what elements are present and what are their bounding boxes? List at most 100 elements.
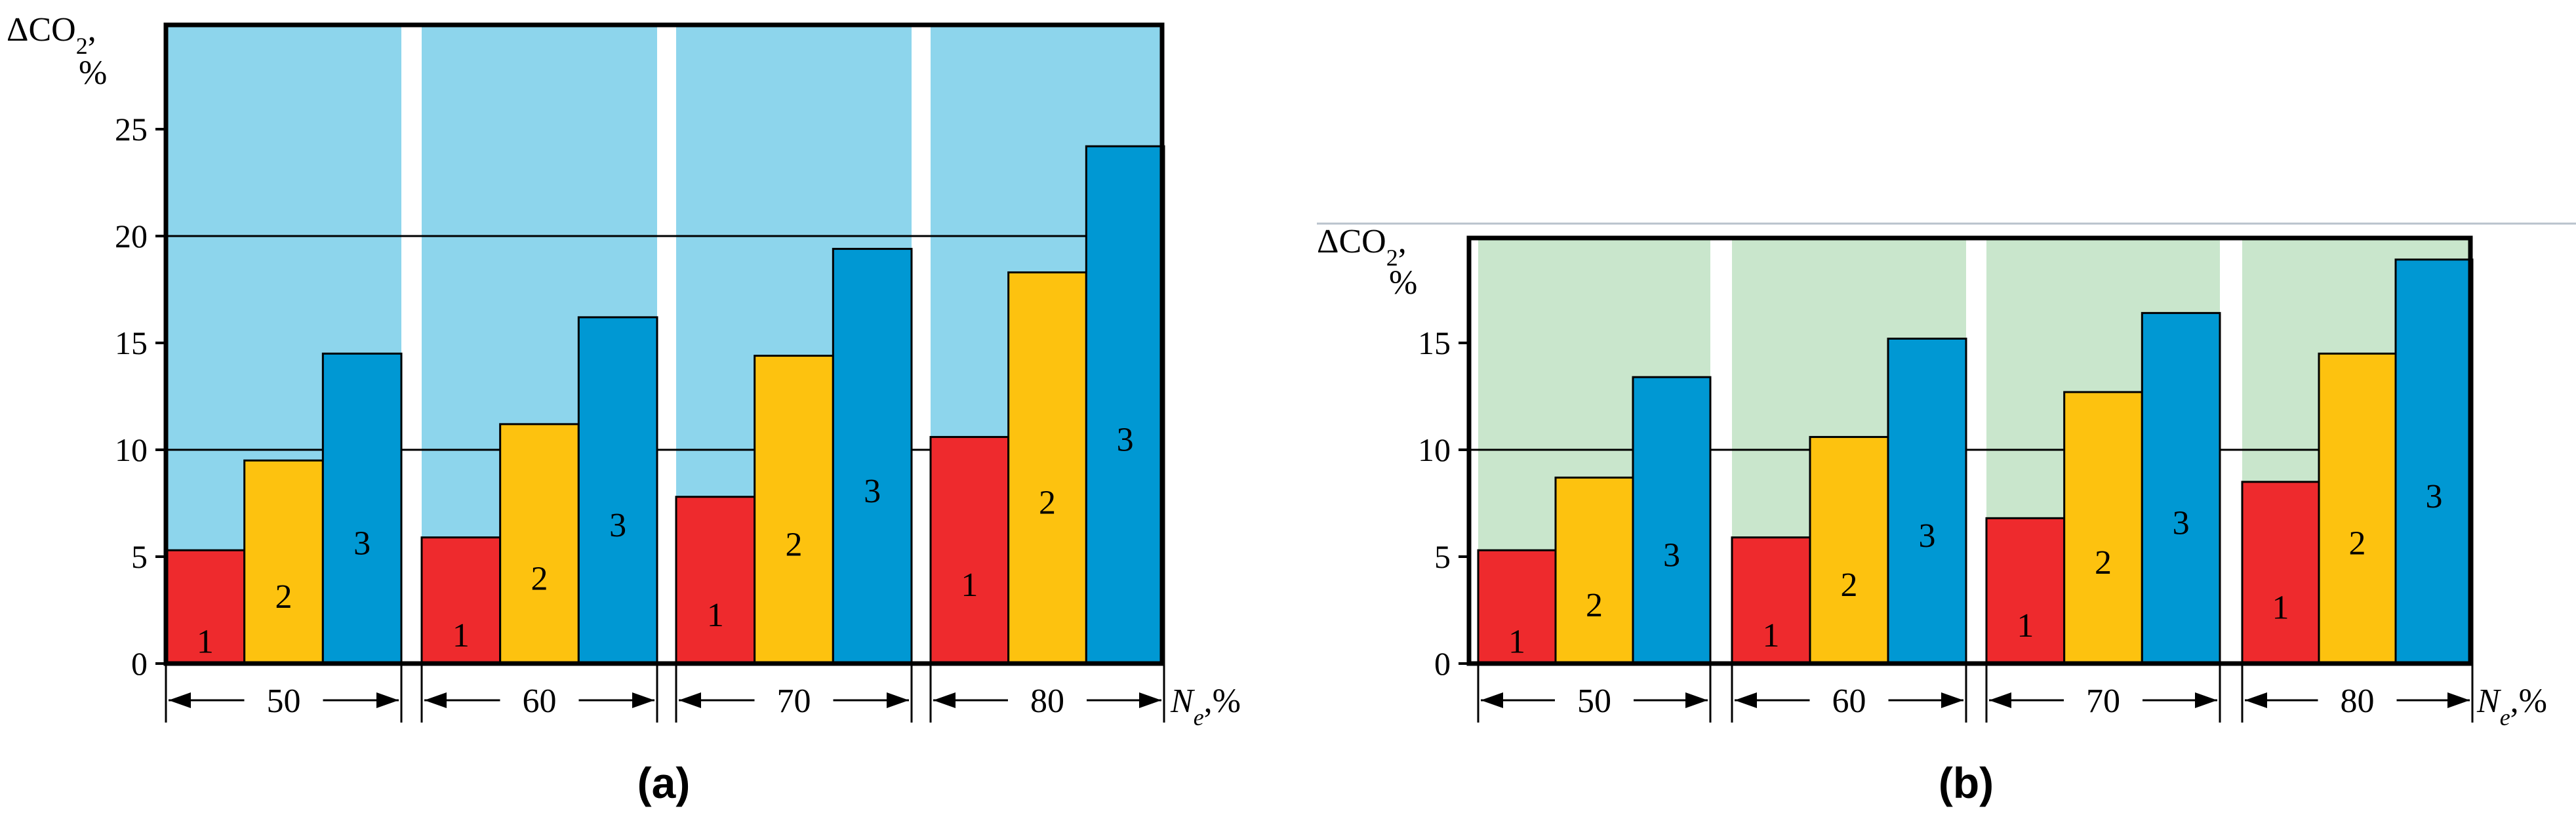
arrowhead-right: [1685, 692, 1708, 708]
bar-label-3-cat-60: 3: [1919, 517, 1936, 555]
arrowhead-right: [632, 692, 654, 708]
y-tick-label-0: 0: [131, 645, 148, 682]
bar-label-1-cat-70: 1: [707, 597, 724, 634]
x-label-main: N: [1170, 683, 1196, 720]
bar-label-1-cat-60: 1: [1763, 617, 1780, 654]
x-label-subscript: e: [1194, 704, 1204, 730]
y-tick-label-5: 5: [131, 538, 148, 575]
panel-label: (b): [1939, 759, 1994, 807]
bar-series-3-cat-50: [1632, 376, 1712, 665]
bar-series-1-cat-70: [1985, 517, 2066, 665]
y-tick-label-15: 15: [115, 325, 148, 361]
y-label-tail: ,: [88, 11, 96, 49]
bar-label-3-cat-70: 3: [864, 473, 881, 510]
bar-series-1-cat-80: [2241, 481, 2320, 665]
bar-label-3-cat-50: 3: [1663, 537, 1680, 574]
bar-series-3-cat-80: [1085, 145, 1165, 665]
bar-series-3-cat-50: [321, 352, 403, 665]
arrowhead-left: [424, 692, 447, 708]
y-tick-label-25: 25: [115, 111, 148, 148]
panel-label: (a): [637, 759, 691, 807]
bar-label-3-cat-50: 3: [353, 525, 371, 563]
bar-series-3-cat-60: [1887, 337, 1967, 665]
bar-label-2-cat-70: 2: [786, 526, 803, 563]
y-tick-label-10: 10: [1418, 431, 1451, 468]
arrowhead-left: [933, 692, 956, 708]
category-label-80: 80: [1030, 683, 1064, 720]
category-label-50: 50: [267, 683, 301, 720]
bar-label-3-cat-60: 3: [609, 507, 626, 544]
bar-series-3-cat-60: [577, 316, 658, 665]
category-label-70: 70: [777, 683, 811, 720]
bar-label-1-cat-50: 1: [197, 624, 214, 661]
y-label-main: ΔCO: [1317, 223, 1386, 260]
category-label-60: 60: [523, 683, 557, 720]
bar-label-3-cat-70: 3: [2173, 505, 2190, 542]
bar-series-2-cat-80: [2318, 352, 2397, 665]
y-axis-unit: %: [1389, 264, 1417, 302]
bar-series-2-cat-60: [499, 423, 580, 665]
bar-label-2-cat-50: 2: [275, 578, 292, 616]
y-label-subscript: 2: [1386, 245, 1398, 271]
arrowhead-right: [376, 692, 399, 708]
bar-label-2-cat-60: 2: [1841, 567, 1858, 604]
bar-label-3-cat-80: 3: [2426, 478, 2443, 515]
y-tick-label-0: 0: [1434, 645, 1451, 682]
bar-label-1-cat-50: 1: [1508, 624, 1525, 661]
bar-label-1-cat-60: 1: [453, 617, 470, 654]
bar-series-2-cat-70: [2063, 391, 2143, 665]
category-label-80: 80: [2341, 683, 2375, 720]
x-label-tail: ,%: [2510, 683, 2547, 720]
chart-panel-a: 1 2 3 1 2 3 1 2 3 1 2 3 0 5 10 15 20 25 ΔCO2,% 50 60 70 80 Ne,%…: [7, 11, 1241, 807]
arrowhead-right: [887, 692, 909, 708]
y-label-subscript: 2: [76, 33, 88, 59]
y-tick-label-10: 10: [115, 431, 148, 468]
x-axis-label: Ne,%: [1170, 683, 1241, 730]
bar-series-3-cat-70: [2141, 311, 2221, 665]
bar-label-1-cat-80: 1: [2272, 589, 2289, 626]
bar-series-3-cat-70: [832, 248, 913, 665]
x-label-main: N: [2476, 683, 2502, 720]
arrowhead-left: [1735, 692, 1757, 708]
bar-series-2-cat-70: [754, 355, 834, 665]
arrowhead-left: [679, 692, 701, 708]
y-tick-label-15: 15: [1418, 325, 1451, 361]
category-label-70: 70: [2086, 683, 2120, 720]
y-axis-unit: %: [79, 54, 107, 92]
arrowhead-right: [1139, 692, 1161, 708]
bar-series-2-cat-60: [1809, 435, 1889, 665]
bar-label-1-cat-80: 1: [961, 567, 978, 604]
bar-series-1-cat-80: [929, 435, 1010, 665]
bar-label-2-cat-50: 2: [1586, 587, 1603, 624]
arrowhead-right: [1941, 692, 1963, 708]
bar-series-2-cat-50: [1554, 476, 1634, 665]
y-axis-label: ΔCO2,: [1317, 223, 1407, 271]
arrowhead-left: [2245, 692, 2267, 708]
arrowhead-right: [2195, 692, 2217, 708]
arrowhead-left: [1989, 692, 2011, 708]
y-label-tail: ,: [1398, 223, 1407, 260]
x-label-tail: ,%: [1204, 683, 1241, 720]
category-label-60: 60: [1832, 683, 1866, 720]
y-axis-label: ΔCO2,: [7, 11, 96, 59]
arrowhead-left: [169, 692, 191, 708]
bar-label-2-cat-80: 2: [1039, 485, 1056, 522]
bar-label-2-cat-80: 2: [2349, 525, 2366, 563]
x-axis-label: Ne,%: [2476, 683, 2547, 730]
bar-label-2-cat-70: 2: [2095, 544, 2112, 582]
bar-label-1-cat-70: 1: [2017, 607, 2034, 645]
y-tick-label-20: 20: [115, 218, 148, 254]
category-label-50: 50: [1577, 683, 1611, 720]
arrowhead-right: [2447, 692, 2470, 708]
bar-series-1-cat-60: [1731, 536, 1811, 665]
x-label-subscript: e: [2500, 704, 2510, 730]
bar-series-2-cat-80: [1007, 271, 1087, 665]
y-tick-label-5: 5: [1434, 538, 1451, 575]
bar-label-2-cat-60: 2: [531, 560, 548, 597]
arrowhead-left: [1481, 692, 1503, 708]
bar-label-3-cat-80: 3: [1117, 422, 1134, 459]
bar-series-2-cat-50: [243, 459, 324, 665]
bar-series-3-cat-80: [2394, 258, 2474, 665]
